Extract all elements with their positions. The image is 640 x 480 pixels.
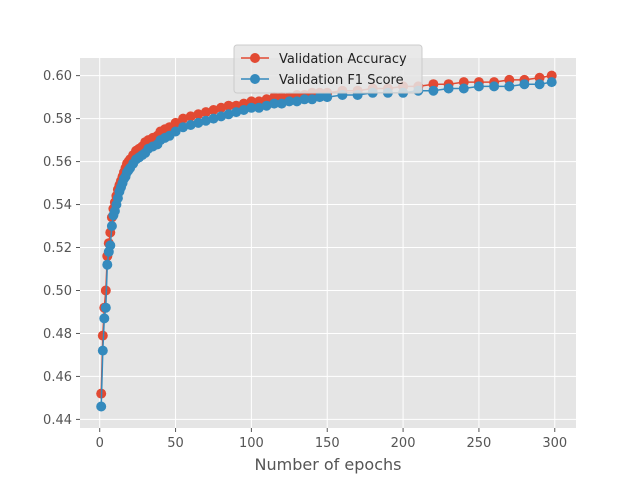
y-tick-label: 0.54 xyxy=(43,198,72,213)
data-point-f1 xyxy=(261,100,272,111)
legend: Validation Accuracy Validation F1 Score xyxy=(233,44,423,94)
legend-marker-f1 xyxy=(250,74,260,84)
data-point-f1 xyxy=(269,98,280,109)
data-point-f1 xyxy=(102,259,113,270)
data-point-accuracy xyxy=(200,107,211,118)
data-point-f1 xyxy=(231,107,242,118)
series-f1 xyxy=(96,77,557,412)
data-point-f1 xyxy=(193,117,204,128)
data-point-f1 xyxy=(105,240,116,251)
data-point-f1 xyxy=(276,98,287,109)
data-point-f1 xyxy=(97,345,108,356)
y-tick-label: 0.56 xyxy=(43,155,72,170)
data-point-f1 xyxy=(291,96,302,107)
x-tick-label: 0 xyxy=(96,436,104,451)
data-point-accuracy xyxy=(208,105,219,115)
data-point-f1 xyxy=(458,83,469,94)
y-tick-label: 0.60 xyxy=(43,69,72,84)
data-point-f1 xyxy=(314,92,325,103)
data-point-accuracy xyxy=(170,117,181,128)
data-point-f1 xyxy=(254,102,264,113)
data-point-f1 xyxy=(99,313,110,324)
data-point-f1 xyxy=(534,79,545,90)
legend-label-f1: Validation F1 Score xyxy=(279,73,404,88)
x-tick-label: 50 xyxy=(167,436,184,451)
data-point-f1 xyxy=(208,113,219,124)
legend-label-accuracy: Validation Accuracy xyxy=(279,52,407,67)
data-point-accuracy xyxy=(193,109,204,120)
data-point-f1 xyxy=(185,120,196,130)
plot-background xyxy=(80,58,576,428)
data-point-f1 xyxy=(443,83,454,94)
data-point-accuracy xyxy=(185,111,196,122)
legend-box xyxy=(233,44,423,94)
data-point-f1 xyxy=(170,126,181,137)
data-point-f1 xyxy=(246,102,257,113)
x-tick-label: 200 xyxy=(391,436,416,451)
x-tick-labels: 0 50 100 150 200 250 300 xyxy=(96,428,567,451)
data-point-f1 xyxy=(546,77,557,88)
data-point-f1 xyxy=(106,221,117,231)
y-tick-label: 0.50 xyxy=(43,284,72,299)
data-point-accuracy xyxy=(216,102,227,113)
data-point-f1 xyxy=(100,302,111,313)
grid-lines xyxy=(80,58,576,428)
data-point-f1 xyxy=(473,81,484,92)
y-tick-label: 0.52 xyxy=(43,241,72,256)
y-tick-label: 0.48 xyxy=(43,327,72,342)
data-point-f1 xyxy=(238,105,249,115)
data-point-f1 xyxy=(504,81,515,92)
data-point-f1 xyxy=(200,115,211,126)
legend-marker-accuracy xyxy=(250,53,260,63)
data-point-accuracy xyxy=(178,113,189,124)
x-tick-label: 100 xyxy=(239,436,264,451)
y-tick-label: 0.44 xyxy=(43,413,72,428)
data-point-f1 xyxy=(299,94,310,105)
x-tick-label: 150 xyxy=(315,436,340,451)
data-point-f1 xyxy=(428,85,439,96)
data-point-f1 xyxy=(489,81,500,92)
data-point-accuracy xyxy=(223,100,234,111)
y-tick-label: 0.58 xyxy=(43,112,72,127)
data-point-f1 xyxy=(178,122,189,133)
data-point-f1 xyxy=(223,109,234,120)
x-axis-label: Number of epochs xyxy=(255,455,402,474)
data-point-f1 xyxy=(216,111,227,122)
y-tick-label: 0.46 xyxy=(43,370,72,385)
data-point-f1 xyxy=(96,401,107,412)
data-point-f1 xyxy=(307,94,318,105)
data-point-f1 xyxy=(519,79,530,90)
data-point-f1 xyxy=(322,92,333,103)
data-point-f1 xyxy=(284,96,295,107)
x-tick-label: 250 xyxy=(467,436,492,451)
y-tick-labels: 0.44 0.46 0.48 0.50 0.52 0.54 0.56 0.58 0.60 xyxy=(43,69,80,428)
x-tick-label: 300 xyxy=(542,436,567,451)
